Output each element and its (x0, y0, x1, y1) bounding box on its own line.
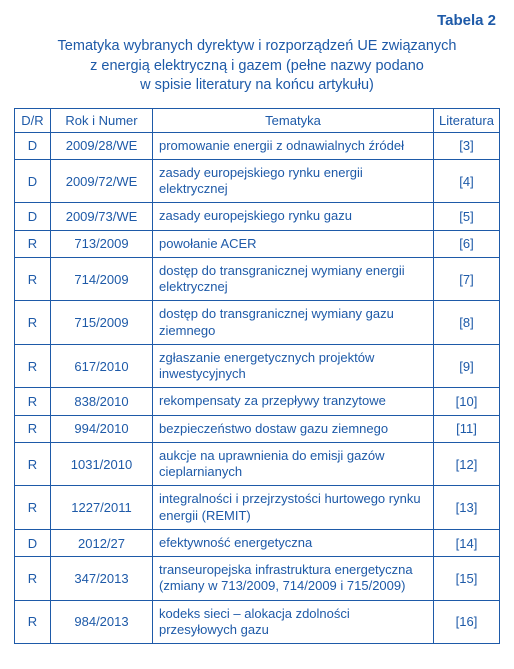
table-row: D2009/73/WEzasady europejskiego rynku ga… (15, 203, 500, 230)
cell-lit: [3] (434, 132, 500, 159)
cell-topic: rekompensaty za przepływy tranzytowe (153, 388, 434, 415)
table-row: R994/2010bezpieczeństwo dostaw gazu ziem… (15, 415, 500, 442)
table-row: R713/2009powołanie ACER[6] (15, 230, 500, 257)
cell-dr: R (15, 344, 51, 388)
cell-num: 713/2009 (51, 230, 153, 257)
cell-num: 994/2010 (51, 415, 153, 442)
table-header-row: D/R Rok i Numer Tematyka Literatura (15, 108, 500, 132)
cell-num: 2009/72/WE (51, 159, 153, 203)
cell-num: 1227/2011 (51, 486, 153, 530)
table-row: R347/2013transeuropejska infrastruktura … (15, 557, 500, 601)
header-topic: Tematyka (153, 108, 434, 132)
cell-lit: [12] (434, 442, 500, 486)
cell-lit: [6] (434, 230, 500, 257)
cell-num: 2009/28/WE (51, 132, 153, 159)
cell-num: 1031/2010 (51, 442, 153, 486)
cell-lit: [11] (434, 415, 500, 442)
cell-lit: [14] (434, 529, 500, 556)
table-row: R1031/2010aukcje na uprawnienia do emisj… (15, 442, 500, 486)
cell-num: 984/2013 (51, 600, 153, 644)
cell-dr: R (15, 486, 51, 530)
cell-num: 347/2013 (51, 557, 153, 601)
cell-topic: dostęp do transgranicznej wymiany gazu z… (153, 301, 434, 345)
cell-dr: R (15, 388, 51, 415)
table-row: R1227/2011integralności i przejrzystości… (15, 486, 500, 530)
header-dr: D/R (15, 108, 51, 132)
table-row: D2009/72/WEzasady europejskiego rynku en… (15, 159, 500, 203)
cell-topic: kodeks sieci – alokacja zdolności przesy… (153, 600, 434, 644)
cell-lit: [13] (434, 486, 500, 530)
cell-topic: bezpieczeństwo dostaw gazu ziemnego (153, 415, 434, 442)
cell-topic: efektywność energetyczna (153, 529, 434, 556)
cell-lit: [4] (434, 159, 500, 203)
cell-lit: [16] (434, 600, 500, 644)
cell-dr: R (15, 257, 51, 301)
cell-lit: [8] (434, 301, 500, 345)
cell-num: 715/2009 (51, 301, 153, 345)
table-row: R617/2010zgłaszanie energetycznych proje… (15, 344, 500, 388)
directives-table: D/R Rok i Numer Tematyka Literatura D200… (14, 108, 500, 645)
table-body: D2009/28/WEpromowanie energii z odnawial… (15, 132, 500, 644)
cell-dr: R (15, 442, 51, 486)
cell-num: 838/2010 (51, 388, 153, 415)
cell-num: 714/2009 (51, 257, 153, 301)
cell-topic: zasady europejskiego rynku energii elekt… (153, 159, 434, 203)
cell-dr: D (15, 132, 51, 159)
table-caption: Tematyka wybranych dyrektyw i rozporządz… (14, 37, 500, 96)
cell-topic: zasady europejskiego rynku gazu (153, 203, 434, 230)
cell-dr: R (15, 415, 51, 442)
table-row: R984/2013kodeks sieci – alokacja zdolnoś… (15, 600, 500, 644)
cell-topic: dostęp do transgranicznej wymiany energi… (153, 257, 434, 301)
table-row: R714/2009dostęp do transgranicznej wymia… (15, 257, 500, 301)
cell-lit: [7] (434, 257, 500, 301)
caption-line-2: z energią elektryczną i gazem (pełne naz… (90, 58, 424, 74)
cell-topic: promowanie energii z odnawialnych źródeł (153, 132, 434, 159)
header-num: Rok i Numer (51, 108, 153, 132)
cell-dr: R (15, 600, 51, 644)
caption-line-3: w spisie literatury na końcu artykułu) (140, 77, 374, 93)
table-row: R838/2010rekompensaty za przepływy tranz… (15, 388, 500, 415)
cell-topic: aukcje na uprawnienia do emisji gazów ci… (153, 442, 434, 486)
table-row: D2012/27efektywność energetyczna[14] (15, 529, 500, 556)
cell-topic: zgłaszanie energetycznych projektów inwe… (153, 344, 434, 388)
cell-dr: R (15, 301, 51, 345)
cell-num: 2012/27 (51, 529, 153, 556)
cell-dr: R (15, 230, 51, 257)
cell-dr: D (15, 159, 51, 203)
cell-num: 2009/73/WE (51, 203, 153, 230)
caption-line-1: Tematyka wybranych dyrektyw i rozporządz… (58, 38, 457, 54)
cell-dr: D (15, 203, 51, 230)
cell-lit: [15] (434, 557, 500, 601)
cell-topic: transeuropejska infrastruktura energetyc… (153, 557, 434, 601)
cell-dr: D (15, 529, 51, 556)
cell-topic: powołanie ACER (153, 230, 434, 257)
cell-lit: [5] (434, 203, 500, 230)
cell-dr: R (15, 557, 51, 601)
cell-lit: [9] (434, 344, 500, 388)
cell-topic: integralności i przejrzystości hurtowego… (153, 486, 434, 530)
cell-lit: [10] (434, 388, 500, 415)
table-row: D2009/28/WEpromowanie energii z odnawial… (15, 132, 500, 159)
table-row: R715/2009dostęp do transgranicznej wymia… (15, 301, 500, 345)
header-lit: Literatura (434, 108, 500, 132)
table-label: Tabela 2 (14, 12, 500, 29)
cell-num: 617/2010 (51, 344, 153, 388)
